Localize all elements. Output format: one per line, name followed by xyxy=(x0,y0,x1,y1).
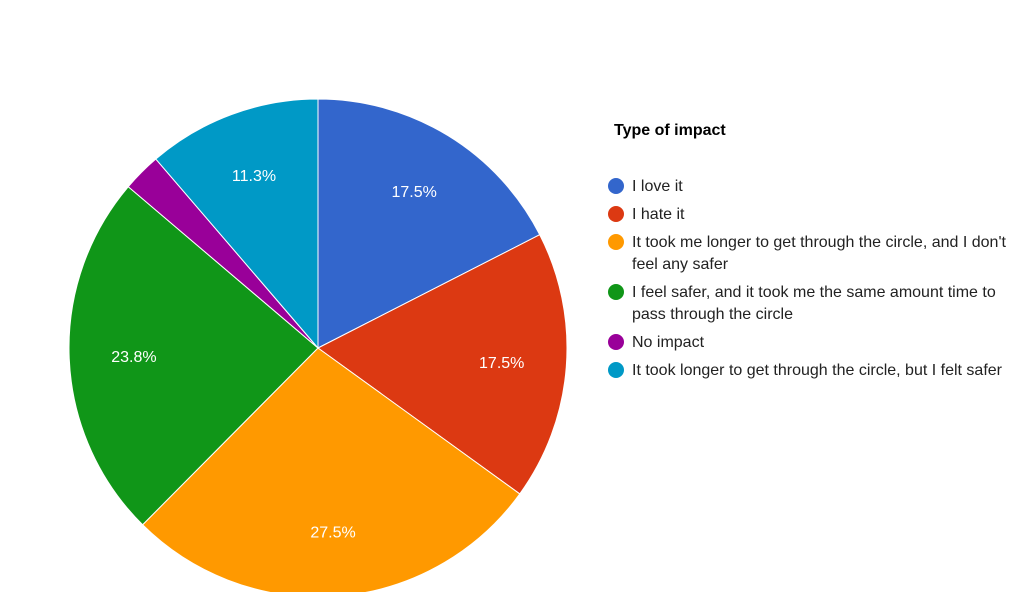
pie-slice-label: 17.5% xyxy=(479,355,524,372)
legend-item-no-impact[interactable]: No impact xyxy=(608,332,1028,354)
pie-slice-label: 11.3% xyxy=(232,168,276,185)
pie-slice[interactable] xyxy=(141,347,521,592)
legend-item-i-love-it[interactable]: I love it xyxy=(608,176,1028,198)
pie-slices xyxy=(68,98,568,592)
legend-swatch xyxy=(608,234,624,250)
legend-label: It took me longer to get through the cir… xyxy=(632,234,1006,273)
legend-label: No impact xyxy=(632,334,705,351)
legend-item-safer-same-time[interactable]: I feel safer, and it took me the same am… xyxy=(608,282,1028,326)
pie-slice-label: 17.5% xyxy=(392,184,437,201)
pie-slice[interactable] xyxy=(317,98,541,349)
legend-swatch xyxy=(608,178,624,194)
legend-label: I hate it xyxy=(632,206,685,223)
pie-slice-label: 27.5% xyxy=(310,525,355,542)
pie-slice-labels: 17.5% 17.5% 27.5% 23.8% 11.3% xyxy=(111,168,524,541)
pie-slice[interactable] xyxy=(68,186,319,526)
legend-swatch xyxy=(608,206,624,222)
legend-swatch xyxy=(608,334,624,350)
legend-title: Type of impact xyxy=(614,122,726,139)
legend: Type of impact I love it I hate it It to… xyxy=(608,122,1028,388)
legend-swatch xyxy=(608,284,624,300)
pie-slice[interactable] xyxy=(155,98,319,350)
legend-item-longer-not-safer[interactable]: It took me longer to get through the cir… xyxy=(608,232,1028,276)
pie-slice-label: 23.8% xyxy=(111,349,156,366)
legend-label: I feel safer, and it took me the same am… xyxy=(632,284,996,323)
legend-label: I love it xyxy=(632,178,683,195)
legend-label: It took longer to get through the circle… xyxy=(632,362,1002,379)
legend-swatch xyxy=(608,362,624,378)
legend-item-i-hate-it[interactable]: I hate it xyxy=(608,204,1028,226)
legend-item-longer-but-safer[interactable]: It took longer to get through the circle… xyxy=(608,360,1028,382)
pie-slice[interactable] xyxy=(317,234,568,495)
